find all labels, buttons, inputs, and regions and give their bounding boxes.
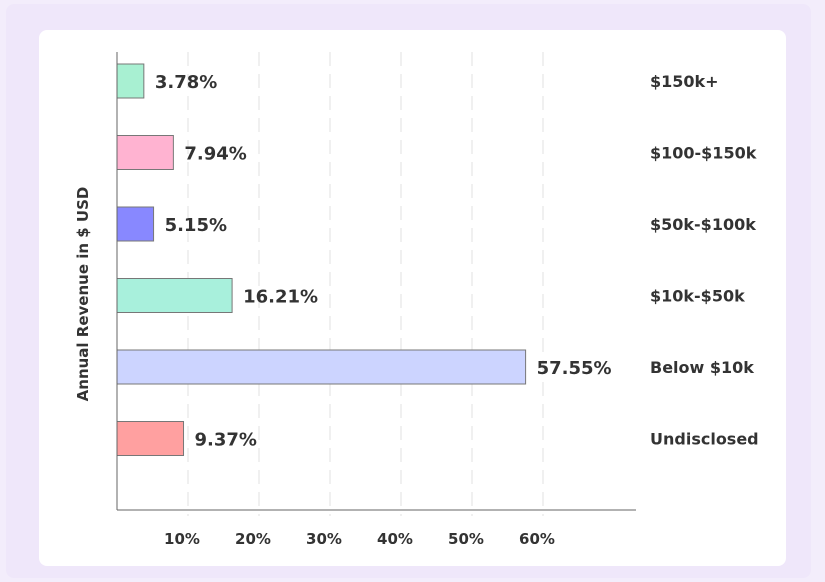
- category-label: $50k-$100k: [650, 215, 756, 234]
- bar: [116, 278, 233, 313]
- category-label: $10k-$50k: [650, 287, 745, 306]
- bar: [116, 63, 145, 99]
- x-tick-label: 30%: [306, 530, 342, 548]
- x-tick-label: 60%: [519, 530, 555, 548]
- labels-group: 10% 20% 30% 40% 50% 60% 3.78% $150k+ 7.94% $100-$…: [155, 72, 759, 548]
- bar: [116, 135, 174, 170]
- bar: [116, 349, 527, 385]
- x-tick-label: 20%: [235, 530, 271, 548]
- x-tick-label: 50%: [448, 530, 484, 548]
- category-label: Below $10k: [650, 358, 754, 377]
- category-label: $100-$150k: [650, 144, 757, 163]
- axes-group: [116, 52, 636, 511]
- bar: [116, 421, 185, 456]
- x-tick-label: 40%: [377, 530, 413, 548]
- category-label: $150k+: [650, 72, 719, 91]
- category-label: Undisclosed: [650, 430, 759, 449]
- bar-value-label: 5.15%: [165, 215, 227, 236]
- bar-value-label: 57.55%: [537, 358, 612, 379]
- bar: [116, 206, 155, 242]
- bar-value-label: 7.94%: [184, 144, 246, 165]
- bar-value-label: 3.78%: [155, 72, 217, 93]
- bar-value-label: 9.37%: [195, 430, 257, 451]
- bar-value-label: 16.21%: [243, 287, 318, 308]
- bars-group: [116, 63, 527, 456]
- x-tick-label: 10%: [164, 530, 200, 548]
- y-axis-title: Annual Revenue in $ USD: [74, 187, 92, 402]
